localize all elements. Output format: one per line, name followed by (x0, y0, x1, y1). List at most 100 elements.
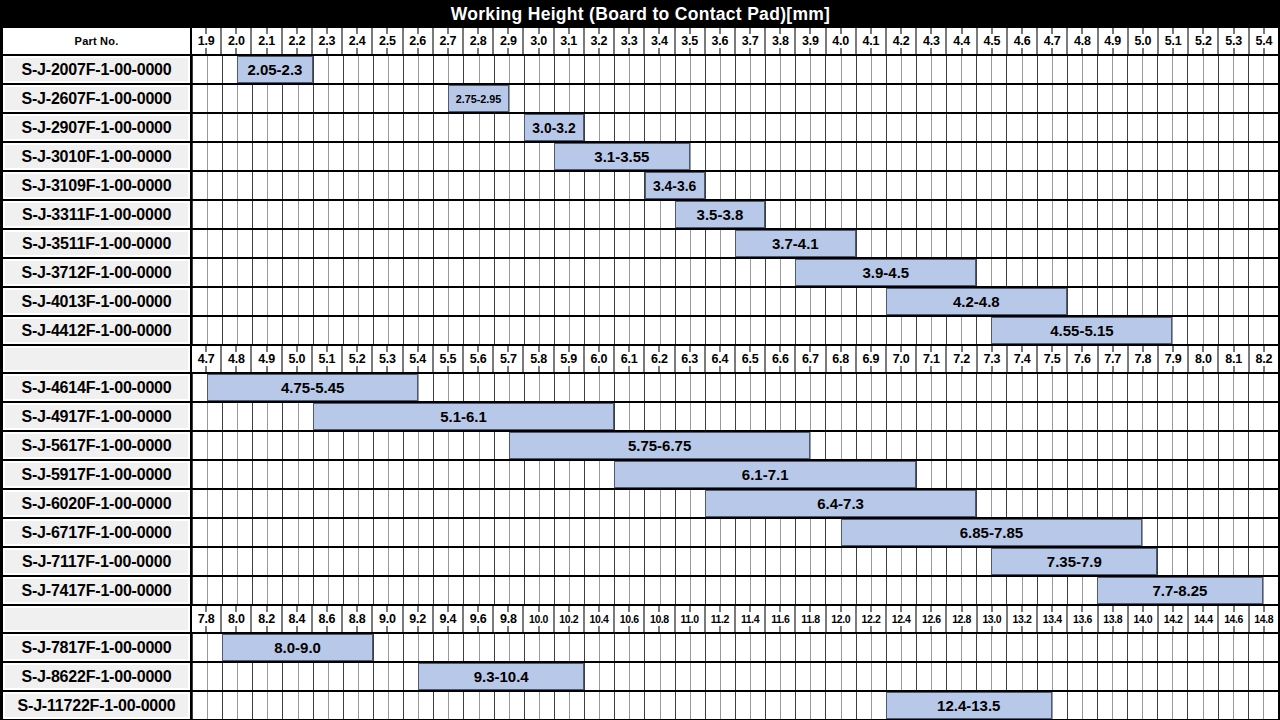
scale-cell: 11.8 (794, 606, 824, 632)
scale-row: Part No.1.92.02.12.22.32.42.52.62.72.82.… (3, 28, 1278, 56)
scale-cell: 2.2 (281, 28, 311, 54)
scale-cell: 12.0 (825, 606, 855, 632)
table-row: S-J-4614F-1-00-00004.75-5.45 (3, 374, 1278, 403)
chart-track: 8.0-9.0 (192, 634, 1278, 661)
part-no-cell: S-J-7817F-1-00-0000 (3, 634, 192, 661)
part-no-cell: S-J-2607F-1-00-0000 (3, 85, 192, 112)
scale-cell: 4.1 (855, 28, 885, 54)
scale-cell: 6.3 (674, 346, 704, 372)
scale-cell: 7.3 (976, 346, 1006, 372)
scale-cell: 5.1 (1157, 28, 1187, 54)
part-no-cell: S-J-4412F-1-00-0000 (3, 317, 192, 344)
part-no-cell: S-J-3311F-1-00-0000 (3, 201, 192, 228)
scale-cell: 14.4 (1187, 606, 1217, 632)
scale-cell: 2.6 (402, 28, 432, 54)
scale-cell: 3.8 (764, 28, 794, 54)
scale-cell: 11.2 (704, 606, 734, 632)
scale-cell: 6.7 (794, 346, 824, 372)
table-row: S-J-5917F-1-00-00006.1-7.1 (3, 461, 1278, 490)
scale-cell: 13.4 (1036, 606, 1066, 632)
table-row: S-J-5617F-1-00-0000 5.75-6.75 (3, 432, 1278, 461)
scale-cell: 6.6 (764, 346, 794, 372)
part-no-cell: S-J-3511F-1-00-0000 (3, 230, 192, 257)
scale-track: 1.92.02.12.22.32.42.52.62.72.82.93.03.13… (192, 28, 1278, 54)
chart-track: 2.75-2.95 (192, 85, 1278, 112)
range-bar: 12.4-13.5 (886, 692, 1052, 719)
scale-cell: 5.0 (281, 346, 311, 372)
scale-cell: 5.3 (1217, 28, 1247, 54)
scale-cell: 11.4 (734, 606, 764, 632)
scale-cell: 2.7 (432, 28, 462, 54)
table-row: S-J-3109F-1-00-0000 3.4-3.6 (3, 172, 1278, 201)
scale-cell: 7.5 (1036, 346, 1066, 372)
chart-track: 7.7-8.25 (192, 577, 1278, 604)
scale-cell: 13.6 (1066, 606, 1096, 632)
scale-cell: 4.6 (1006, 28, 1036, 54)
scale-cell: 3.2 (583, 28, 613, 54)
table-row: S-J-2007F-1-00-00002.05-2.3 (3, 56, 1278, 85)
scale-cell: 8.0 (1187, 346, 1217, 372)
scale-cell: 9.4 (432, 606, 462, 632)
chart-title: Working Height (Board to Contact Pad)[mm… (3, 0, 1278, 28)
chart-track: 6.85-7.85 (192, 519, 1278, 546)
chart-track: 9.3-10.4 (192, 663, 1278, 690)
scale-cell: 8.2 (1248, 346, 1278, 372)
scale-cell: 10.0 (522, 606, 552, 632)
part-no-cell: S-J-3109F-1-00-0000 (3, 172, 192, 199)
table-row: S-J-6717F-1-00-00006.85-7.85 (3, 519, 1278, 548)
scale-cell: 3.3 (613, 28, 643, 54)
chart-track: 3.4-3.6 (192, 172, 1278, 199)
range-bar: 4.55-5.15 (991, 317, 1172, 344)
scale-cell: 4.9 (1097, 28, 1127, 54)
scale-cell: 4.5 (976, 28, 1006, 54)
table-row: S-J-3511F-1-00-00003.7-4.1 (3, 230, 1278, 259)
scale-cell: 5.5 (432, 346, 462, 372)
scale-cell: 4.8 (1066, 28, 1096, 54)
range-bar: 3.4-3.6 (645, 172, 705, 199)
range-bar: 6.4-7.3 (705, 490, 977, 517)
part-no-cell: S-J-7117F-1-00-0000 (3, 548, 192, 575)
scale-cell: 9.8 (492, 606, 522, 632)
scale-cell: 8.6 (311, 606, 341, 632)
part-no-cell: S-J-7417F-1-00-0000 (3, 577, 192, 604)
range-bar: 4.2-4.8 (886, 288, 1067, 315)
table-row: S-J-7817F-1-00-00008.0-9.0 (3, 634, 1278, 663)
chart-track: 7.35-7.9 (192, 548, 1278, 575)
working-height-chart: Working Height (Board to Contact Pad)[mm… (0, 0, 1280, 720)
range-bar: 9.3-10.4 (418, 663, 584, 690)
scale-cell: 8.0 (220, 606, 250, 632)
scale-cell: 3.1 (553, 28, 583, 54)
table-row: S-J-4917F-1-00-00005.1-6.1 (3, 403, 1278, 432)
scale-cell: 4.7 (192, 346, 220, 372)
scale-cell: 4.8 (220, 346, 250, 372)
scale-cell: 8.8 (341, 606, 371, 632)
part-no-cell: S-J-4013F-1-00-0000 (3, 288, 192, 315)
scale-cell: 9.2 (402, 606, 432, 632)
scale-cell: 3.4 (643, 28, 673, 54)
table-row: S-J-11722F-1-00-0000 12.4-13.5 (3, 692, 1278, 720)
scale-cell: 5.3 (371, 346, 401, 372)
scale-cell: 4.0 (825, 28, 855, 54)
range-bar: 5.75-6.75 (509, 432, 811, 459)
scale-cell: 7.9 (1157, 346, 1187, 372)
table-row: S-J-3010F-1-00-00003.1-3.55 (3, 143, 1278, 172)
scale-cell: 2.4 (341, 28, 371, 54)
scale-cell: 11.0 (674, 606, 704, 632)
scale-cell: 14.8 (1248, 606, 1278, 632)
scale-cell: 12.4 (885, 606, 915, 632)
scale-cell: 6.5 (734, 346, 764, 372)
range-bar: 7.7-8.25 (1097, 577, 1263, 604)
chart-track: 6.1-7.1 (192, 461, 1278, 488)
table-row: S-J-2607F-1-00-00002.75-2.95 (3, 85, 1278, 114)
part-no-cell: S-J-5617F-1-00-0000 (3, 432, 192, 459)
scale-cell: 10.4 (583, 606, 613, 632)
scale-cell: 13.0 (976, 606, 1006, 632)
scale-cell: 5.8 (522, 346, 552, 372)
range-bar: 2.05-2.3 (237, 56, 312, 83)
scale-cell: 6.0 (583, 346, 613, 372)
table-row: S-J-7117F-1-00-00007.35-7.9 (3, 548, 1278, 577)
part-no-cell: S-J-11722F-1-00-0000 (3, 692, 192, 719)
part-no-cell: S-J-5917F-1-00-0000 (3, 461, 192, 488)
scale-cell: 5.4 (1248, 28, 1278, 54)
range-bar: 3.1-3.55 (554, 143, 690, 170)
